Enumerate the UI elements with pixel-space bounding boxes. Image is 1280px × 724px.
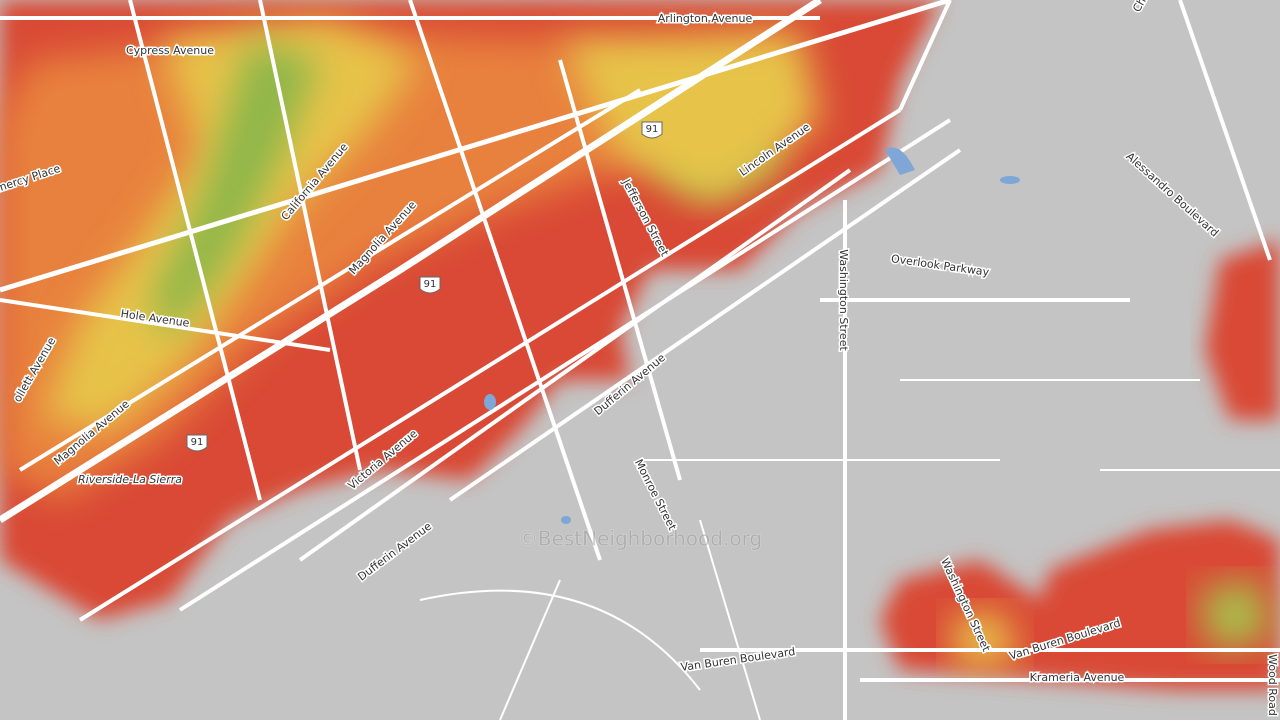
- water: [484, 147, 1020, 524]
- street-label: Krameria Avenue: [1030, 671, 1125, 684]
- shield-number: 91: [424, 279, 437, 290]
- place-label: Riverside-La Sierra: [78, 473, 182, 486]
- street-label: Washington Street: [837, 249, 850, 351]
- street-label: Wood Road: [1266, 654, 1279, 716]
- highway-shield: 91: [186, 434, 208, 452]
- highway-shield: 91: [641, 121, 663, 139]
- street-label: Cypress Avenue: [126, 44, 214, 57]
- shield-number: 91: [646, 124, 659, 135]
- street-label: Arlington Avenue: [658, 12, 753, 25]
- watermark: ©BestNeighborhood.org: [518, 527, 762, 551]
- heatmap: [0, 0, 1280, 690]
- shield-number: 91: [191, 437, 204, 448]
- highway-shield: 91: [419, 276, 441, 294]
